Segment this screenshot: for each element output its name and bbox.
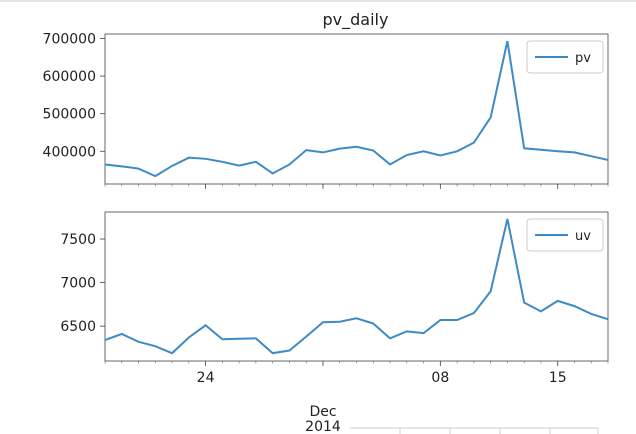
pv-ytick-label: 400000 [43, 144, 96, 160]
chart-title: pv_daily [323, 10, 389, 30]
x-tick-label: 15 [549, 370, 567, 386]
uv-legend-label: uv [575, 229, 591, 244]
stray-axis-fragment [350, 427, 599, 434]
x-major-label-year: 2014 [305, 419, 341, 434]
uv-panel: 6500 7000 7500 uv [60, 211, 609, 366]
x-major-label-month: Dec [309, 404, 336, 420]
uv-ytick-label: 6500 [60, 319, 96, 335]
pv-panel: 400000 500000 600000 700000 pv [43, 32, 609, 189]
x-tick-label: 24 [197, 370, 215, 386]
uv-plot-area [104, 211, 609, 362]
pv-ytick-label: 700000 [43, 32, 96, 48]
notebook-top-border [0, 0, 636, 2]
pv-legend: pv [526, 40, 604, 74]
uv-ytick-label: 7500 [60, 232, 96, 248]
pv-ytick-label: 500000 [43, 107, 96, 123]
uv-legend: uv [526, 218, 604, 252]
uv-series-line [104, 218, 609, 355]
pv-legend-label: pv [575, 51, 591, 66]
pv-ytick-label: 600000 [43, 69, 96, 85]
pv-plot-area [104, 33, 609, 185]
pv-series-line [104, 40, 609, 178]
x-tick-label: 08 [431, 370, 449, 386]
uv-ytick-label: 7000 [60, 276, 96, 292]
